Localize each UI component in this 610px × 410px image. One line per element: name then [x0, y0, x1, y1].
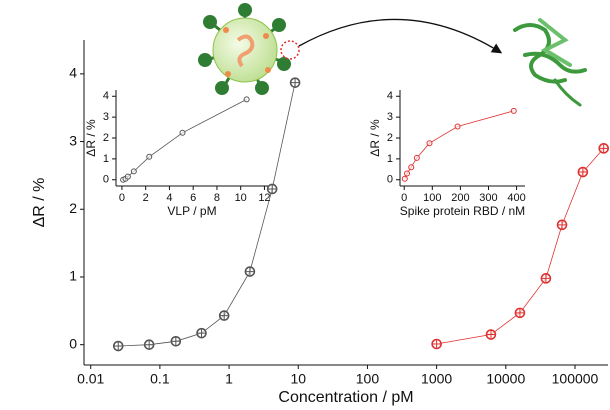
- x-tick-label: 200: [451, 192, 469, 204]
- x-tick-label: 100: [356, 370, 380, 386]
- marker-cross: [432, 339, 442, 349]
- x-tick-label: 12: [258, 192, 270, 204]
- x-tick-label: 2: [143, 192, 149, 204]
- y-tick-label: 1: [103, 153, 109, 165]
- marker-cross: [113, 341, 123, 351]
- marker-cross: [245, 267, 255, 277]
- data-point: [401, 175, 408, 182]
- x-axis-label: Concentration / pM: [278, 389, 413, 406]
- marker-cross: [541, 273, 551, 283]
- data-point: [146, 153, 153, 160]
- protein-illustration: [513, 18, 587, 107]
- x-tick-label: 100: [423, 192, 441, 204]
- data-point: [413, 154, 420, 161]
- marker-cross: [144, 340, 154, 350]
- x-tick-label: 6: [190, 192, 196, 204]
- virus-illustration: [198, 3, 503, 95]
- x-axis-label: VLP / pM: [167, 204, 216, 218]
- y-tick-label: 2: [103, 132, 109, 144]
- marker-cross: [599, 143, 609, 153]
- x-tick-label: 400: [507, 192, 525, 204]
- y-axis-label: ΔR / %: [368, 119, 382, 157]
- x-tick-label: 0: [401, 192, 407, 204]
- y-axis-label: ΔR / %: [31, 178, 48, 228]
- x-tick-label: 100000: [552, 370, 599, 386]
- data-point: [243, 96, 250, 103]
- y-tick-label: 1: [387, 153, 393, 165]
- data-point: [510, 107, 517, 114]
- y-tick-label: 0: [387, 174, 393, 186]
- y-tick-label: 4: [103, 90, 109, 102]
- x-tick-label: 4: [166, 192, 172, 204]
- x-tick-label: 300: [479, 192, 497, 204]
- fit-line: [122, 99, 247, 181]
- marker-cross: [557, 220, 567, 230]
- y-tick-label: 2: [387, 132, 393, 144]
- marker-cross: [197, 328, 207, 338]
- data-point: [408, 164, 415, 171]
- data-point: [404, 170, 411, 177]
- data-point: [179, 129, 186, 136]
- data-point: [426, 140, 433, 147]
- marker-cross: [171, 336, 181, 346]
- x-tick-label: 10: [290, 370, 306, 386]
- marker-cross: [267, 184, 277, 194]
- y-tick-label: 2: [69, 200, 77, 216]
- data-point: [124, 173, 131, 180]
- y-axis-label: ΔR / %: [84, 119, 98, 157]
- x-axis-label: Spike protein RBD / nM: [400, 204, 525, 218]
- y-tick-label: 4: [69, 65, 77, 81]
- x-tick-label: 10000: [486, 370, 525, 386]
- y-tick-label: 4: [387, 90, 393, 102]
- marker-cross: [486, 330, 496, 340]
- fit-line: [404, 110, 514, 179]
- marker-cross: [219, 311, 229, 321]
- data-point: [454, 123, 461, 130]
- x-tick-label: 1000: [421, 370, 452, 386]
- marker-cross: [290, 78, 300, 88]
- x-tick-label: 8: [214, 192, 220, 204]
- x-tick-label: 0.1: [150, 370, 170, 386]
- data-point: [130, 168, 137, 175]
- x-tick-label: 0.01: [77, 370, 104, 386]
- y-tick-label: 0: [69, 335, 77, 351]
- y-tick-label: 0: [103, 174, 109, 186]
- x-tick-label: 0: [119, 192, 125, 204]
- x-tick-label: 10: [235, 192, 247, 204]
- y-tick-label: 3: [103, 111, 109, 123]
- y-tick-label: 3: [387, 111, 393, 123]
- y-tick-label: 3: [69, 132, 77, 148]
- x-tick-label: 1: [225, 370, 233, 386]
- y-tick-label: 1: [69, 268, 77, 284]
- marker-cross: [578, 167, 588, 177]
- marker-cross: [515, 308, 525, 318]
